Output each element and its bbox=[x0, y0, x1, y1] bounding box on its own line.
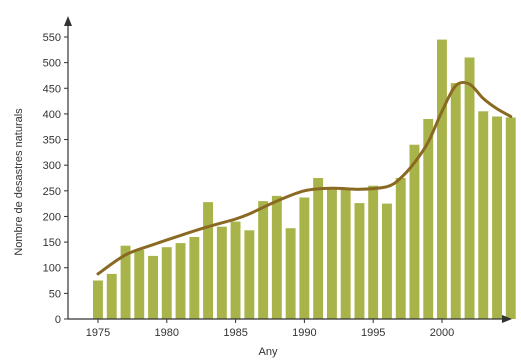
bar-1988 bbox=[271, 195, 282, 319]
x-tick-label-1985: 1985 bbox=[223, 327, 247, 339]
bar-1997 bbox=[395, 178, 406, 319]
y-tick-label-0: 0 bbox=[55, 314, 61, 326]
bar-1995 bbox=[368, 185, 379, 319]
bar-1979 bbox=[148, 255, 158, 319]
bar-2004 bbox=[492, 116, 502, 319]
bar-1986 bbox=[244, 230, 255, 319]
trend-line-series bbox=[96, 80, 513, 276]
bar-series bbox=[93, 39, 516, 319]
bar-1998 bbox=[409, 144, 420, 319]
x-axis-title: Any bbox=[259, 346, 278, 358]
y-tick-label-150: 150 bbox=[43, 237, 61, 249]
bar-2002 bbox=[464, 57, 475, 319]
bar-1992 bbox=[327, 188, 337, 319]
bar-1999 bbox=[423, 119, 434, 319]
bar-1980 bbox=[161, 247, 172, 319]
x-axis-arrow bbox=[502, 315, 512, 323]
y-tick-labels: 0 50 100 150 200 250 300 350 400 450 500 550 bbox=[43, 32, 61, 326]
bar-1990 bbox=[299, 197, 310, 319]
bar-1985 bbox=[230, 221, 241, 319]
x-tick-label-1980: 1980 bbox=[155, 327, 179, 339]
bar-1975 bbox=[93, 280, 103, 319]
x-tick-label-1990: 1990 bbox=[292, 327, 316, 339]
x-tick-labels: 1975 1980 1985 1990 1995 2000 bbox=[86, 327, 454, 339]
trend-line bbox=[96, 80, 513, 276]
y-tick-label-450: 450 bbox=[43, 83, 61, 95]
bar-1976 bbox=[106, 273, 117, 319]
y-tick-label-200: 200 bbox=[43, 211, 61, 223]
axes bbox=[64, 16, 512, 323]
y-tick-label-350: 350 bbox=[43, 135, 61, 147]
bar-1977 bbox=[120, 245, 131, 319]
y-tick-label-400: 400 bbox=[43, 109, 61, 121]
bar-1989 bbox=[285, 228, 296, 319]
y-tick-label-550: 550 bbox=[43, 32, 61, 44]
bar-1978 bbox=[134, 249, 145, 319]
bar-1983 bbox=[203, 202, 213, 319]
y-axis-arrow bbox=[64, 16, 72, 26]
y-tick-label-100: 100 bbox=[43, 263, 61, 275]
x-tick-label-1975: 1975 bbox=[86, 327, 110, 339]
bar-1982 bbox=[189, 237, 200, 319]
bar-1984 bbox=[216, 226, 227, 319]
bar-1987 bbox=[258, 201, 269, 319]
bar-2003 bbox=[478, 111, 489, 319]
bar-1981 bbox=[175, 243, 186, 319]
bar-1994 bbox=[354, 203, 365, 319]
bar-1993 bbox=[340, 188, 351, 319]
y-tick-label-250: 250 bbox=[43, 186, 61, 198]
y-axis-title: Nombre de desastres naturals bbox=[13, 108, 25, 256]
y-tick-label-300: 300 bbox=[43, 160, 61, 172]
y-tick-label-500: 500 bbox=[43, 58, 61, 70]
bar-1996 bbox=[382, 203, 392, 319]
bar-2001 bbox=[450, 83, 461, 319]
bar-2005 bbox=[505, 117, 516, 319]
bar-2000 bbox=[437, 39, 447, 319]
x-tick-label-2000: 2000 bbox=[430, 327, 454, 339]
x-tick-label-1995: 1995 bbox=[361, 327, 385, 339]
y-tick-label-50: 50 bbox=[49, 288, 61, 300]
bar-1991 bbox=[313, 178, 324, 319]
